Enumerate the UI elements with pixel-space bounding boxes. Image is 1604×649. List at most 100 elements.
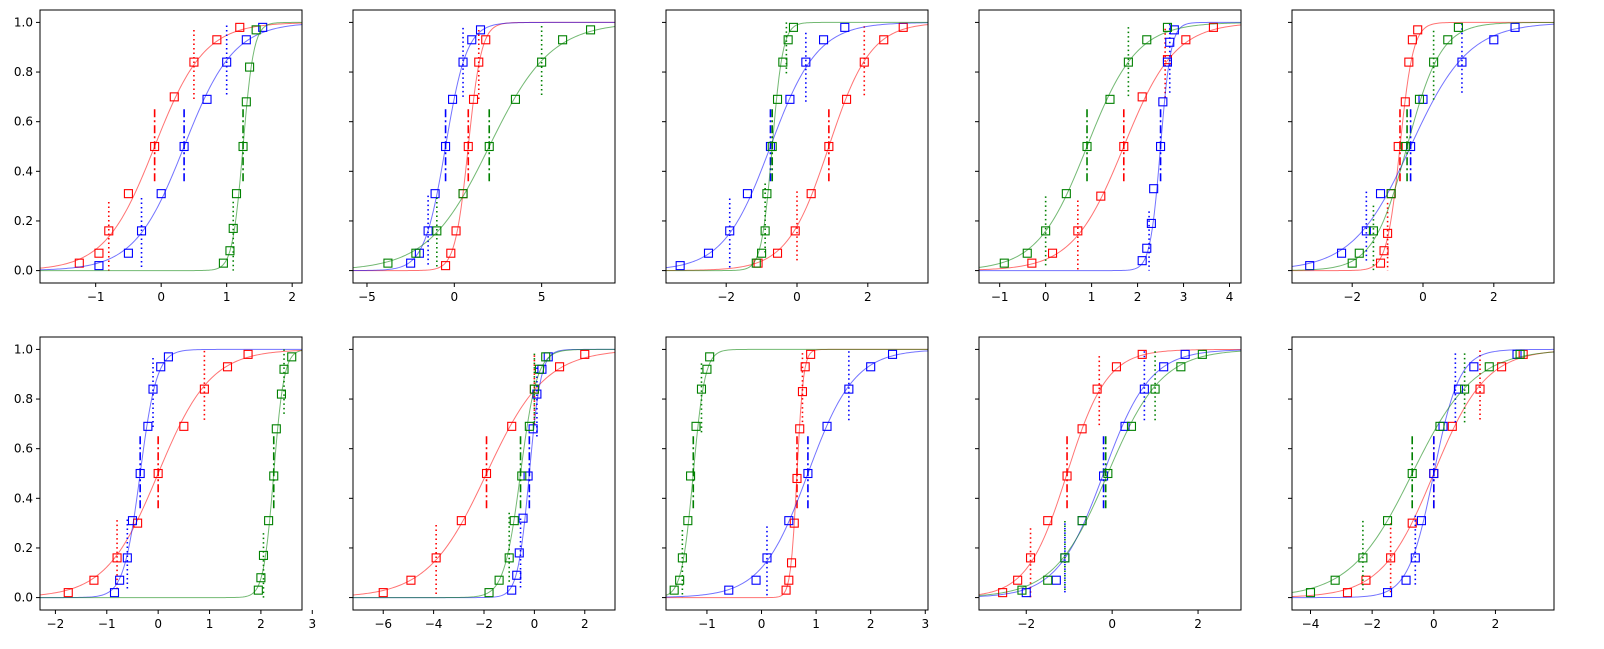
marker-red xyxy=(795,424,805,434)
x-tick-label: 0 xyxy=(154,617,162,631)
marker-green xyxy=(1061,189,1071,199)
marker-green xyxy=(767,141,777,152)
x-tick-label: 2 xyxy=(1490,290,1498,304)
x-tick-label: −2 xyxy=(47,617,65,631)
marker-red xyxy=(772,248,783,258)
marker-blue xyxy=(725,226,735,236)
curve-blue xyxy=(979,349,1241,597)
marker-blue xyxy=(109,588,120,598)
x-tick-label: −2 xyxy=(475,617,493,631)
marker-red xyxy=(789,518,799,528)
marker-green xyxy=(517,471,527,481)
curve-red xyxy=(1292,21,1554,272)
marker-red xyxy=(1119,141,1129,152)
marker-green xyxy=(534,364,544,374)
marker-red xyxy=(1062,471,1072,481)
curve-red xyxy=(1292,351,1554,598)
marker-green xyxy=(383,258,393,268)
marker-green xyxy=(696,384,707,394)
marker-green xyxy=(484,588,494,598)
x-tick-label: 0 xyxy=(1108,617,1116,631)
marker-red xyxy=(1137,92,1147,102)
marker-green xyxy=(241,97,251,107)
marker-green xyxy=(279,364,289,374)
marker-red xyxy=(1413,25,1423,35)
marker-green xyxy=(256,573,266,583)
marker-red xyxy=(463,141,473,152)
marker-blue xyxy=(543,352,553,362)
x-tick-label: 0 xyxy=(1430,617,1438,631)
y-tick-label: 0.2 xyxy=(14,541,33,555)
marker-blue xyxy=(512,570,522,580)
marker-blue xyxy=(127,516,138,526)
marker-blue xyxy=(1180,349,1190,359)
curve-green xyxy=(40,21,302,272)
curve-green xyxy=(1292,21,1554,271)
marker-blue xyxy=(136,226,147,236)
curve-blue xyxy=(1292,348,1554,599)
marker-blue xyxy=(1375,189,1386,199)
marker-blue xyxy=(1453,384,1463,394)
marker-blue xyxy=(518,513,528,523)
marker-green xyxy=(524,421,534,431)
marker-red xyxy=(998,588,1008,598)
marker-blue xyxy=(801,57,811,67)
curve-green xyxy=(979,350,1241,597)
marker-red xyxy=(431,553,441,563)
x-tick-label: 0 xyxy=(1042,290,1050,304)
marker-red xyxy=(89,575,99,585)
marker-green xyxy=(1435,421,1445,431)
marker-red xyxy=(481,468,492,479)
marker-red xyxy=(792,473,802,484)
panel-r1c3: −2 0 2 xyxy=(662,9,929,304)
curve-green xyxy=(1292,351,1554,594)
marker-red xyxy=(507,421,517,431)
marker-green xyxy=(1150,384,1160,394)
marker-green xyxy=(1407,468,1417,479)
marker-blue xyxy=(1139,384,1149,394)
marker-red xyxy=(468,94,479,104)
marker-green xyxy=(529,384,539,394)
marker-blue xyxy=(844,384,854,394)
axes-frame xyxy=(352,336,616,611)
marker-green xyxy=(1305,588,1316,598)
marker-blue xyxy=(222,57,232,67)
marker-green xyxy=(258,550,269,560)
marker-green xyxy=(218,258,228,268)
marker-blue xyxy=(258,22,268,32)
marker-red xyxy=(104,226,114,236)
x-tick-label: 1 xyxy=(223,290,231,304)
plot-area xyxy=(1292,21,1554,272)
curve-green xyxy=(353,348,615,599)
marker-red xyxy=(842,94,852,104)
marker-blue xyxy=(742,189,752,199)
marker-red xyxy=(243,349,253,359)
marker-green xyxy=(225,246,235,256)
axes-frame xyxy=(978,336,1242,611)
marker-red xyxy=(1111,362,1121,372)
marker-red xyxy=(555,362,565,372)
axes-frame xyxy=(665,9,929,284)
marker-red xyxy=(1096,191,1106,201)
marker-red xyxy=(1475,384,1485,394)
marker-green xyxy=(537,57,547,67)
marker-green xyxy=(675,575,685,585)
marker-blue xyxy=(1510,22,1520,32)
marker-green xyxy=(783,35,793,45)
curve-red xyxy=(979,24,1241,271)
marker-green xyxy=(231,189,242,199)
marker-blue xyxy=(241,35,251,45)
x-tick-label: 3 xyxy=(921,617,929,631)
marker-red xyxy=(580,349,590,359)
curve-green xyxy=(353,26,615,269)
marker-red xyxy=(790,226,800,236)
marker-green xyxy=(1414,94,1425,104)
marker-green xyxy=(264,516,274,526)
marker-blue xyxy=(467,35,477,45)
y-tick-label: 1.0 xyxy=(14,15,33,29)
marker-red xyxy=(1386,553,1396,563)
marker-green xyxy=(228,223,238,233)
marker-red xyxy=(1383,228,1393,238)
marker-blue xyxy=(785,94,795,104)
